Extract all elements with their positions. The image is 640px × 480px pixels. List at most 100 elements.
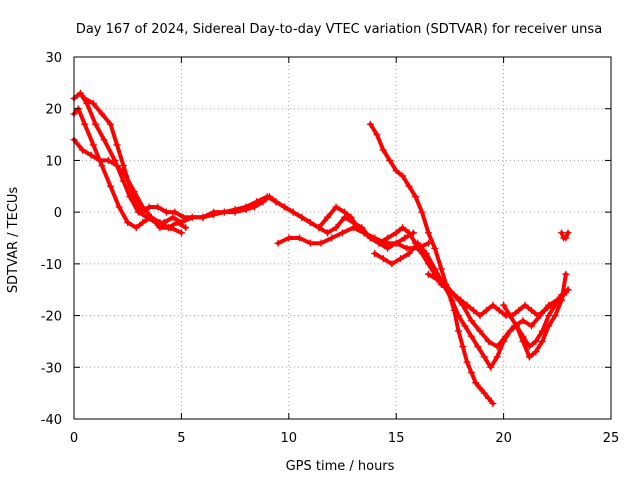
data-point [306,239,314,247]
data-point [487,363,495,371]
data-point [564,286,572,294]
data-point [551,312,559,320]
data-point [145,203,153,211]
data-point [545,322,553,330]
data-point [506,312,514,320]
y-tick-label: 20 [45,103,62,118]
series-track-9 [500,270,570,361]
data-point [100,136,108,144]
data-point [315,224,323,232]
y-tick-label: -10 [41,258,62,273]
data-point [177,229,185,237]
data-point [467,317,475,325]
data-point [485,337,493,345]
data-point [476,384,484,392]
data-point [79,146,87,154]
data-point [126,182,134,190]
data-point [392,167,400,175]
data-point [454,312,462,320]
data-point [525,353,533,361]
data-point [558,296,566,304]
data-point [493,343,501,351]
data-point [392,239,400,247]
x-tick-label: 10 [281,431,298,446]
data-point [532,348,540,356]
data-point [545,301,553,309]
y-axis-ticks: 30 20 10 0 -10 -20 -30 -40 [41,51,611,428]
y-tick-label: 10 [45,154,62,169]
series-line [372,241,570,370]
data-point [528,322,536,330]
data-point [386,156,394,164]
data-point [169,213,177,221]
data-point [242,203,250,211]
data-point [220,208,228,216]
data-point [467,332,475,340]
data-point [89,100,97,108]
data-point [480,353,488,361]
data-point [87,151,95,159]
data-point [381,239,389,247]
data-point [231,206,239,214]
data-point [332,224,340,232]
data-point [360,229,368,237]
data-point [132,198,140,206]
data-point [493,353,501,361]
data-point [495,306,503,314]
data-point [461,322,469,330]
data-point [323,213,331,221]
data-point [384,234,392,242]
data-point [81,94,89,102]
data-point [147,213,155,221]
data-point [199,213,207,221]
data-point [418,208,426,216]
data-point [470,306,478,314]
series-track-6 [366,120,497,407]
data-point [545,312,553,320]
y-tick-label: -40 [41,413,62,428]
data-point [414,239,422,247]
data-point [296,234,304,242]
x-tick-label: 20 [495,431,512,446]
data-point [536,312,544,320]
data-point [171,208,179,216]
data-point [412,193,420,201]
data-point [459,343,467,351]
data-point [403,244,411,252]
data-point [467,368,475,376]
data-point [162,208,170,216]
data-point [384,244,392,252]
data-point [422,250,430,258]
data-point [454,327,462,335]
data-point [98,110,106,118]
plot-frame [73,56,612,420]
data-point [317,239,325,247]
data-point [396,255,404,263]
data-point [210,211,218,219]
data-point [500,301,508,309]
data-point [489,399,497,407]
data-point [431,265,439,273]
series-track-8 [424,270,561,351]
data-point [341,213,349,221]
x-tick-label: 25 [603,431,620,446]
data-point [113,141,121,149]
data-point [485,394,493,402]
data-point [107,182,115,190]
x-tick-label: 0 [70,431,78,446]
data-point [399,172,407,180]
data-point [502,332,510,340]
data-point [405,182,413,190]
data-point [366,120,374,128]
series-track-4 [81,94,417,252]
data-point [332,203,340,211]
series-track-10 [558,229,572,242]
x-axis-label: GPS time / hours [286,459,395,474]
data-point [373,131,381,139]
data-point [98,162,106,170]
data-point [339,229,346,237]
data-point [274,239,282,247]
data-point [91,120,99,128]
y-tick-label: 0 [54,206,62,221]
